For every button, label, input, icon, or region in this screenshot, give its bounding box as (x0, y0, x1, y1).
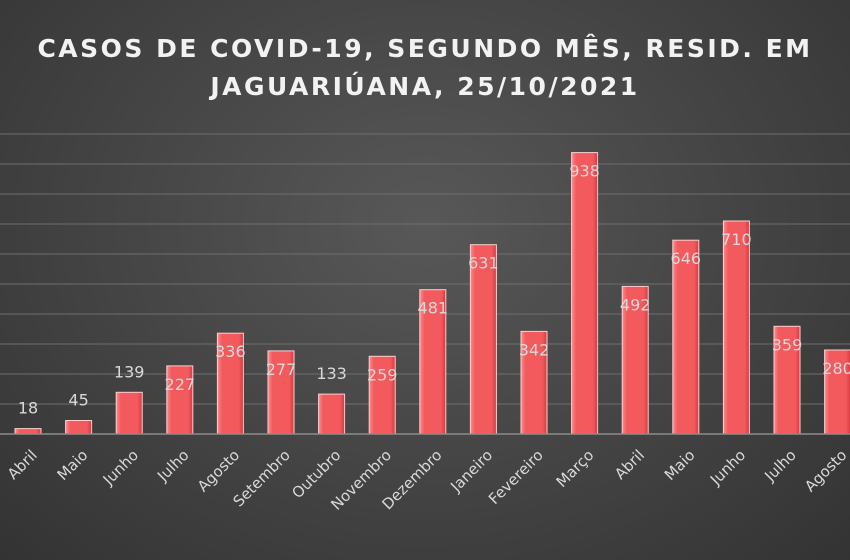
data-label: 342 (519, 340, 550, 359)
bar (469, 244, 497, 435)
bar (65, 420, 93, 435)
data-label: 277 (266, 360, 297, 379)
data-label: 492 (620, 295, 651, 314)
category-label: Junho (706, 446, 749, 489)
data-label: 227 (165, 375, 196, 394)
bar (621, 285, 649, 435)
data-label: 280 (822, 359, 850, 378)
category-label: Janeiro (446, 446, 496, 496)
bar (419, 289, 447, 435)
data-label: 710 (721, 230, 752, 249)
chart-title: CASOS DE COVID-19, SEGUNDO MÊS, RESID. E… (0, 30, 850, 106)
chart-title-line-1: CASOS DE COVID-19, SEGUNDO MÊS, RESID. E… (37, 34, 813, 63)
bar (672, 239, 700, 435)
category-label: Maio (661, 446, 699, 484)
category-label: Junho (99, 446, 142, 489)
data-label: 359 (772, 335, 803, 354)
bar (520, 330, 548, 435)
category-label: Abril (611, 446, 648, 483)
category-label: Agosto (194, 446, 243, 495)
category-label: Julho (760, 446, 799, 485)
data-label: 938 (569, 162, 600, 181)
data-label: 631 (468, 254, 499, 273)
data-label: 139 (114, 362, 145, 381)
data-label: 45 (68, 391, 88, 410)
category-label: Março (553, 446, 598, 491)
chart-title-line-2: JAGUARIÚANA, 25/10/2021 (210, 72, 640, 101)
data-label: 259 (367, 365, 398, 384)
category-label: Agosto (801, 446, 850, 495)
bar (368, 355, 396, 435)
data-label: 646 (671, 249, 702, 268)
bar (115, 391, 143, 435)
bar (824, 349, 850, 435)
category-label: Abril (4, 446, 41, 483)
bar (722, 220, 750, 435)
category-label: Maio (54, 446, 92, 484)
data-label: 481 (418, 299, 449, 318)
data-label: 18 (18, 399, 38, 418)
bar (14, 428, 42, 435)
data-label: 336 (215, 342, 246, 361)
data-label: 133 (316, 364, 347, 383)
bar (773, 325, 801, 435)
category-label: Fevereiro (485, 446, 547, 508)
bar (571, 152, 599, 435)
category-label: Julho (153, 446, 192, 485)
bar (318, 393, 346, 435)
